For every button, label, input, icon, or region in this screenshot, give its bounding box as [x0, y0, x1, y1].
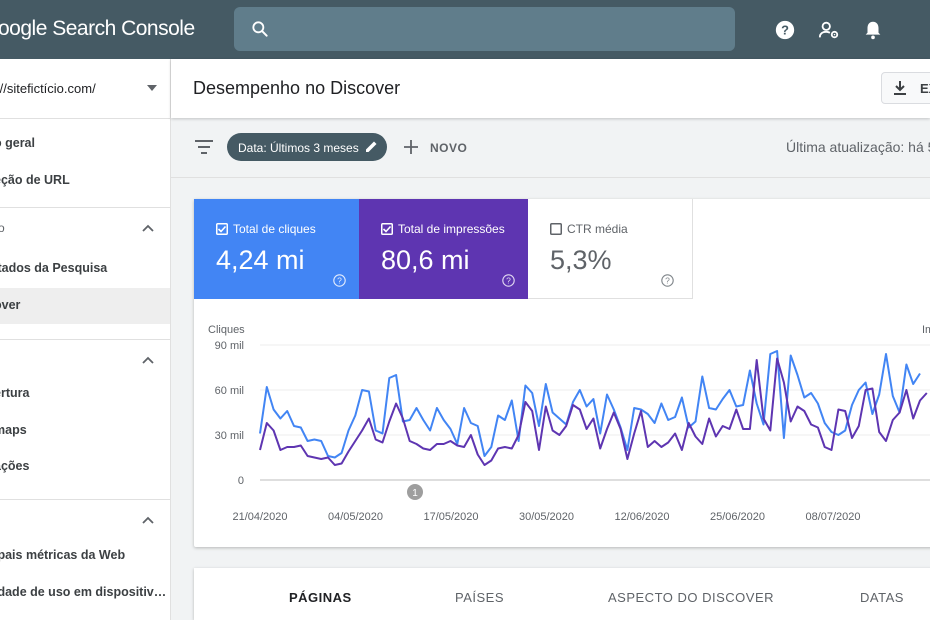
- filter-icon[interactable]: [195, 140, 213, 154]
- sidebar-section-experience[interactable]: [0, 499, 170, 539]
- tab-pages[interactable]: PÁGINAS: [289, 590, 352, 605]
- tab-countries[interactable]: PAÍSES: [455, 590, 505, 605]
- sidebar-item-overview[interactable]: o geral: [0, 136, 35, 150]
- top-app-bar: oogle Search Console ?: [0, 0, 930, 59]
- sidebar-section-index[interactable]: [0, 339, 170, 379]
- sidebar-item-sitemaps[interactable]: maps: [0, 423, 27, 437]
- help-outline-icon[interactable]: ?: [661, 274, 674, 287]
- x-tick-label: 08/07/2020: [805, 511, 860, 523]
- report-tabs: PÁGINAS PAÍSES ASPECTO DO DISCOVER DATAS: [194, 568, 930, 620]
- sidebar-item-discover[interactable]: over: [0, 288, 170, 324]
- chevron-up-icon: [142, 516, 154, 524]
- sidebar-section-performance[interactable]: o: [0, 207, 170, 247]
- x-tick-label: 21/04/2020: [232, 511, 287, 523]
- metric-average-ctr[interactable]: CTR média 5,3% ?: [528, 199, 693, 299]
- svg-text:?: ?: [665, 276, 670, 286]
- export-button[interactable]: EX: [881, 72, 930, 104]
- page-header: Desempenho no Discover EX: [171, 59, 930, 118]
- sidebar-item-removals[interactable]: ações: [0, 459, 30, 473]
- checkbox-unchecked-icon[interactable]: [550, 223, 562, 235]
- performance-card: Total de cliques 4,24 mi ? Total de impr…: [194, 199, 930, 547]
- new-filter-button[interactable]: NOVO: [403, 135, 473, 159]
- svg-text:?: ?: [506, 276, 511, 286]
- svg-text:?: ?: [781, 23, 789, 38]
- performance-chart: Cliques Im 90 mil 60 mil 30 mil 0 21/04/2020 04…: [194, 299, 930, 547]
- annotation-label: 1: [412, 488, 418, 499]
- last-updated-text: Última atualização: há 5: [786, 139, 930, 155]
- help-icon[interactable]: ?: [774, 19, 796, 41]
- sidebar-item-url-inspection[interactable]: eção de URL: [0, 173, 70, 187]
- tab-discover-appearance[interactable]: ASPECTO DO DISCOVER: [608, 590, 775, 605]
- property-url: ://sitefictício.com/: [0, 81, 96, 96]
- metric-label: Total de impressões: [398, 222, 505, 236]
- checkbox-checked-icon[interactable]: [381, 223, 393, 235]
- chevron-up-icon: [142, 224, 154, 232]
- y-tick-label: 30 mil: [215, 430, 244, 442]
- property-selector[interactable]: ://sitefictício.com/: [0, 59, 170, 119]
- filter-bar: Data: Últimos 3 meses NOVO Última atuali…: [171, 118, 930, 178]
- sidebar-item-coverage[interactable]: ertura: [0, 386, 30, 400]
- x-tick-label: 25/06/2020: [710, 511, 765, 523]
- search-box[interactable]: [234, 7, 735, 51]
- tab-dates[interactable]: DATAS: [860, 590, 904, 605]
- edit-icon: [366, 141, 377, 152]
- x-tick-label: 17/05/2020: [423, 511, 478, 523]
- x-tick-label: 04/05/2020: [328, 511, 383, 523]
- y-tick-label: 0: [238, 475, 244, 487]
- series-line-impressions: [259, 357, 928, 466]
- checkbox-checked-icon[interactable]: [216, 223, 228, 235]
- sidebar-item-core-web-vitals[interactable]: ipais métricas da Web: [0, 548, 126, 562]
- series-line-clicks: [259, 350, 921, 459]
- metric-total-impressions[interactable]: Total de impressões 80,6 mi ?: [359, 199, 528, 299]
- metric-total-clicks[interactable]: Total de cliques 4,24 mi ?: [194, 199, 359, 299]
- export-label: EX: [920, 81, 930, 96]
- dropdown-caret-icon: [147, 85, 157, 91]
- sidebar-item-mobile-usability[interactable]: idade de uso em dispositiv…: [0, 585, 167, 599]
- date-filter-label: Data: Últimos 3 meses: [238, 141, 359, 155]
- metric-label: CTR média: [567, 222, 628, 236]
- y-axis-title-right: Im: [922, 324, 930, 336]
- y-tick-label: 90 mil: [215, 340, 244, 352]
- x-tick-label: 12/06/2020: [614, 511, 669, 523]
- new-filter-label: NOVO: [430, 141, 468, 155]
- x-tick-label: 30/05/2020: [519, 511, 574, 523]
- metric-value: 80,6 mi: [381, 245, 470, 275]
- plus-icon: [404, 140, 418, 154]
- y-axis-title-left: Cliques: [208, 324, 245, 336]
- y-tick-label: 60 mil: [215, 385, 244, 397]
- chart-svg: Cliques Im 90 mil 60 mil 30 mil 0 21/04/2020 04…: [208, 324, 930, 523]
- help-outline-icon[interactable]: ?: [333, 274, 346, 287]
- search-input[interactable]: [286, 15, 716, 43]
- date-filter-chip[interactable]: Data: Últimos 3 meses: [227, 133, 387, 161]
- annotation-marker: [407, 484, 423, 500]
- download-icon: [894, 81, 906, 95]
- chevron-up-icon: [142, 356, 154, 364]
- user-settings-icon[interactable]: [818, 19, 840, 41]
- metric-label: Total de cliques: [233, 222, 316, 236]
- search-icon: [252, 21, 268, 37]
- notifications-icon[interactable]: [862, 19, 884, 41]
- metric-value: 4,24 mi: [216, 245, 305, 275]
- svg-text:?: ?: [337, 276, 342, 286]
- metric-value: 5,3%: [550, 245, 612, 275]
- page-title: Desempenho no Discover: [193, 78, 401, 98]
- app-logo[interactable]: oogle Search Console: [0, 17, 195, 40]
- help-outline-icon[interactable]: ?: [502, 274, 515, 287]
- sidebar-nav: ://sitefictício.com/ o geral eção de URL…: [0, 59, 171, 620]
- sidebar-item-search-results[interactable]: ltados da Pesquisa: [0, 261, 108, 275]
